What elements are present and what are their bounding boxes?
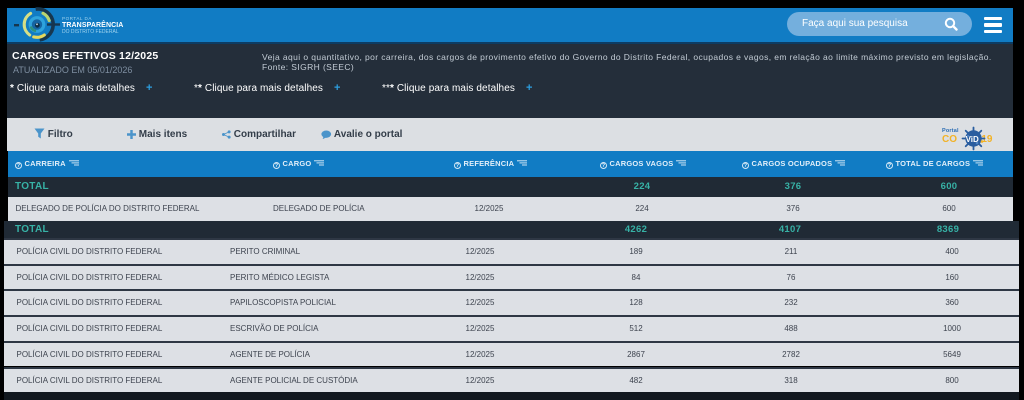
svg-text:ViD: ViD [966, 135, 979, 144]
